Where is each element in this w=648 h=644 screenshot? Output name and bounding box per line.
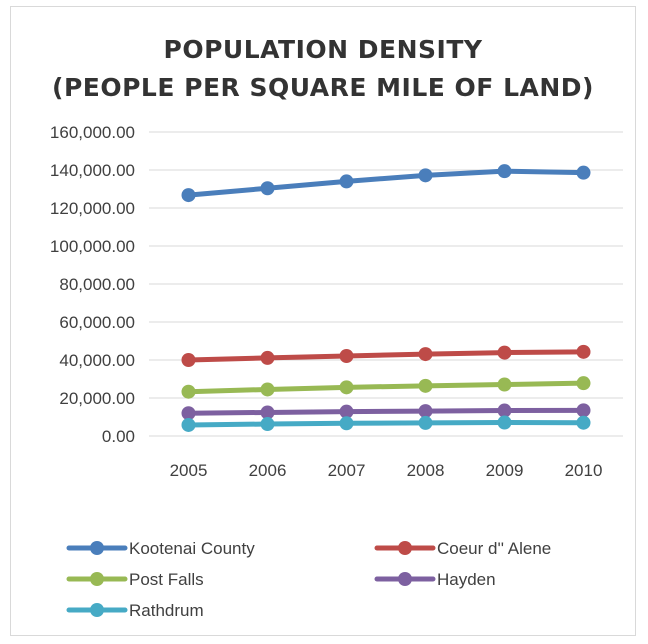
legend-item: Post Falls	[66, 570, 204, 589]
data-point	[418, 404, 433, 419]
plot-series	[181, 164, 591, 432]
data-point	[576, 344, 591, 359]
data-point	[418, 168, 433, 183]
y-tick-label: 60,000.00	[59, 313, 135, 332]
x-tick-label: 2010	[565, 461, 603, 480]
chart-svg: POPULATION DENSITY (PEOPLE PER SQUARE MI…	[50, 35, 623, 620]
data-point	[576, 415, 591, 430]
data-point	[576, 165, 591, 180]
x-axis-tick-labels: 2005 2006 2007 2008 2009 2010	[170, 461, 603, 480]
data-point	[576, 376, 591, 391]
data-point	[339, 349, 354, 364]
data-point	[497, 403, 512, 418]
x-tick-label: 2008	[407, 461, 445, 480]
data-point	[181, 384, 196, 399]
chart-title-line-1: POPULATION DENSITY	[164, 35, 483, 64]
x-tick-label: 2005	[170, 461, 208, 480]
y-tick-label: 120,000.00	[50, 199, 135, 218]
legend-label: Hayden	[437, 570, 496, 589]
y-tick-label: 100,000.00	[50, 237, 135, 256]
y-tick-label: 160,000.00	[50, 123, 135, 142]
data-point	[339, 380, 354, 395]
series-0	[181, 164, 591, 203]
x-tick-label: 2009	[486, 461, 524, 480]
data-point	[418, 415, 433, 430]
data-point	[181, 353, 196, 367]
legend-label: Kootenai County	[129, 539, 255, 558]
y-tick-label: 40,000.00	[59, 351, 135, 370]
data-point	[181, 188, 196, 203]
x-tick-label: 2006	[249, 461, 287, 480]
series-3	[181, 403, 591, 421]
data-point	[497, 415, 512, 430]
legend-swatch-marker	[90, 572, 104, 586]
series-line	[186, 420, 586, 428]
data-point	[260, 350, 275, 365]
data-point	[181, 417, 196, 432]
data-point	[181, 406, 196, 421]
chart-title: POPULATION DENSITY (PEOPLE PER SQUARE MI…	[52, 35, 594, 102]
data-point	[339, 416, 354, 431]
series-line	[186, 407, 586, 416]
data-point	[260, 405, 275, 420]
legend-swatch-marker	[90, 603, 104, 617]
y-tick-label: 140,000.00	[50, 161, 135, 180]
series-line	[186, 380, 586, 395]
x-tick-label: 2007	[328, 461, 366, 480]
legend-label: Post Falls	[129, 570, 204, 589]
y-tick-label: 80,000.00	[59, 275, 135, 294]
data-point	[576, 403, 591, 418]
data-point	[497, 345, 512, 360]
series-2	[181, 376, 591, 399]
series-4	[181, 415, 591, 432]
chart-title-line-2: (PEOPLE PER SQUARE MILE OF LAND)	[52, 73, 594, 102]
data-point	[260, 181, 275, 196]
data-point	[260, 382, 275, 397]
y-tick-label: 0.00	[102, 427, 135, 446]
legend-swatch-marker	[90, 541, 104, 555]
data-point	[418, 378, 433, 393]
series-line	[186, 168, 586, 198]
legend-item: Rathdrum	[66, 601, 204, 620]
data-point	[339, 174, 354, 189]
series-1	[181, 344, 591, 367]
series-line	[186, 349, 586, 363]
data-point	[497, 377, 512, 392]
legend-swatch-marker	[398, 572, 412, 586]
legend-label: Rathdrum	[129, 601, 204, 620]
legend-label: Coeur d'' Alene	[437, 539, 551, 558]
legend-swatch-marker	[398, 541, 412, 555]
chart-frame: POPULATION DENSITY (PEOPLE PER SQUARE MI…	[10, 6, 636, 636]
y-axis-tick-labels: 0.00 20,000.00 40,000.00 60,000.00 80,000.00…	[50, 123, 135, 446]
legend: Kootenai County Coeur d'' Alene Post Falls…	[66, 539, 551, 620]
legend-item: Hayden	[374, 570, 496, 589]
y-tick-label: 20,000.00	[59, 389, 135, 408]
data-point	[260, 417, 275, 432]
legend-item: Kootenai County	[66, 539, 255, 558]
data-point	[339, 404, 354, 419]
data-point	[418, 347, 433, 362]
data-point	[497, 164, 512, 179]
legend-item: Coeur d'' Alene	[374, 539, 551, 558]
